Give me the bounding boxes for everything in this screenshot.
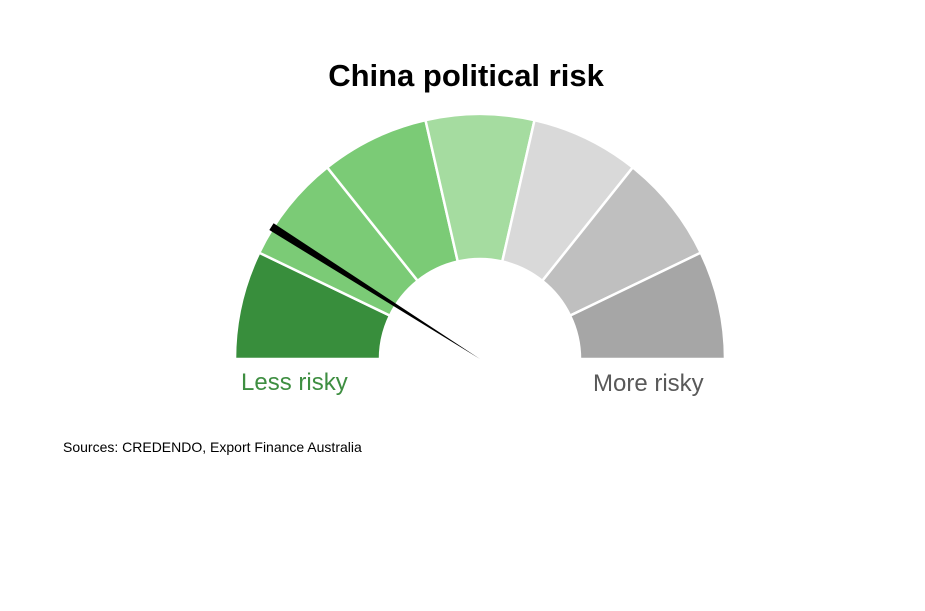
more-risky-label: More risky [593,370,704,397]
gauge-needle-pointer [269,223,480,359]
chart-title: China political risk [328,58,604,93]
sources-note: Sources: CREDENDO, Export Finance Austra… [63,439,362,455]
less-risky-label: Less risky [241,369,348,396]
gauge-needle [269,223,480,359]
gauge-segments [233,112,727,361]
gauge-segment-7 [568,251,727,361]
